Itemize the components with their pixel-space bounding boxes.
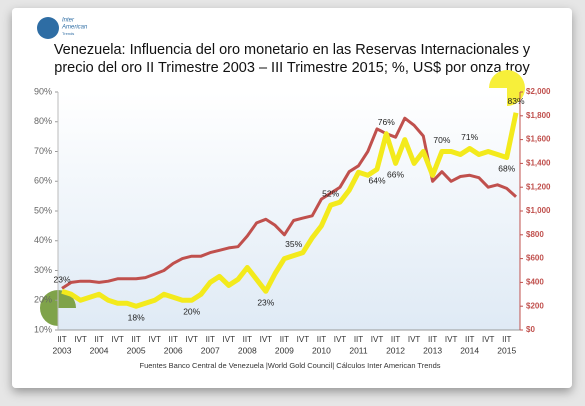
chart-title: Venezuela: Influencia del oro monetario … — [54, 42, 531, 58]
x-group-label: 2015 — [497, 345, 516, 355]
x-tick-label: IVT — [260, 335, 273, 344]
y-tick-label: 50% — [34, 205, 52, 215]
y2-tick-label: $0 — [526, 325, 535, 334]
x-tick-label: IVT — [148, 335, 161, 344]
x-tick-label: IIT — [57, 335, 66, 344]
x-group-label: 2004 — [90, 345, 109, 355]
data-label: 76% — [378, 117, 395, 127]
y2-tick-label: $600 — [526, 254, 544, 263]
x-tick-label: IVT — [408, 335, 421, 344]
x-group-label: 2006 — [164, 345, 183, 355]
y-tick-label: 80% — [34, 116, 52, 126]
y-tick-label: 10% — [34, 324, 52, 334]
logo-mark — [37, 17, 59, 39]
data-label: 23% — [53, 275, 70, 285]
y2-tick-label: $1,400 — [526, 159, 551, 168]
series-line — [61, 116, 517, 290]
x-group-label: 2003 — [53, 345, 72, 355]
x-tick-label: IVT — [371, 335, 384, 344]
data-label: 66% — [387, 170, 404, 180]
x-group-label: 2005 — [127, 345, 146, 355]
data-label: 20% — [183, 307, 200, 317]
x-group-label: 2009 — [275, 345, 294, 355]
y-tick-label: 40% — [34, 235, 52, 245]
x-tick-label: IVT — [185, 335, 198, 344]
y-tick-label: 70% — [34, 146, 52, 156]
logo-text: American — [61, 25, 88, 31]
data-label: 35% — [285, 239, 302, 249]
series-line — [61, 112, 519, 309]
x-tick-label: IVT — [334, 335, 347, 344]
x-tick-label: IVT — [482, 335, 495, 344]
y2-tick-label: $1,600 — [526, 135, 551, 144]
x-tick-label: IVT — [111, 335, 124, 344]
x-tick-label: IIT — [94, 335, 103, 344]
x-tick-label: IIT — [502, 335, 511, 344]
data-label: 83% — [507, 96, 524, 106]
x-group-label: 2013 — [423, 345, 442, 355]
y2-tick-label: $200 — [526, 301, 544, 310]
y2-tick-label: $800 — [526, 230, 544, 239]
x-tick-label: IVT — [223, 335, 236, 344]
y2-tick-label: $1,200 — [526, 182, 551, 191]
x-group-label: 2011 — [349, 345, 368, 355]
x-tick-label: IIT — [391, 335, 400, 344]
x-tick-label: IIT — [280, 335, 289, 344]
data-label: 64% — [369, 176, 386, 186]
data-label: 68% — [498, 164, 515, 174]
x-tick-label: IVT — [445, 335, 458, 344]
x-tick-label: IVT — [74, 335, 87, 344]
x-tick-label: IIT — [317, 335, 326, 344]
data-label: 71% — [461, 132, 478, 142]
y2-tick-label: $1,800 — [526, 111, 551, 120]
chart-title: precio del oro II Trimestre 2003 – III T… — [54, 60, 530, 76]
x-group-label: 2010 — [312, 345, 331, 355]
x-tick-label: IIT — [243, 335, 252, 344]
plot-area — [58, 92, 520, 330]
x-tick-label: IIT — [428, 335, 437, 344]
y-tick-label: 20% — [34, 295, 52, 305]
x-group-label: 2008 — [238, 345, 257, 355]
y-tick-label: 90% — [34, 86, 52, 96]
logo-text: Inter — [62, 18, 75, 24]
x-tick-label: IIT — [206, 335, 215, 344]
data-label: 23% — [257, 298, 274, 308]
x-group-label: 2014 — [460, 345, 479, 355]
x-tick-label: IIT — [169, 335, 178, 344]
x-tick-label: IIT — [354, 335, 363, 344]
data-label: 18% — [128, 312, 145, 322]
x-tick-label: IIT — [131, 335, 140, 344]
x-group-label: 2012 — [386, 345, 405, 355]
x-tick-label: IIT — [465, 335, 474, 344]
y-tick-label: 60% — [34, 176, 52, 186]
logo-text: Trends — [62, 31, 74, 36]
y2-tick-label: $400 — [526, 278, 544, 287]
x-tick-label: IVT — [297, 335, 310, 344]
data-label: 70% — [433, 135, 450, 145]
data-label: 52% — [322, 188, 339, 198]
x-group-label: 2007 — [201, 345, 220, 355]
y-tick-label: 30% — [34, 265, 52, 275]
source: Fuentes Banco Central de Venezuela |Worl… — [140, 361, 441, 370]
y2-tick-label: $2,000 — [526, 87, 551, 96]
pie-icon — [489, 70, 525, 106]
y2-tick-label: $1,000 — [526, 206, 551, 215]
